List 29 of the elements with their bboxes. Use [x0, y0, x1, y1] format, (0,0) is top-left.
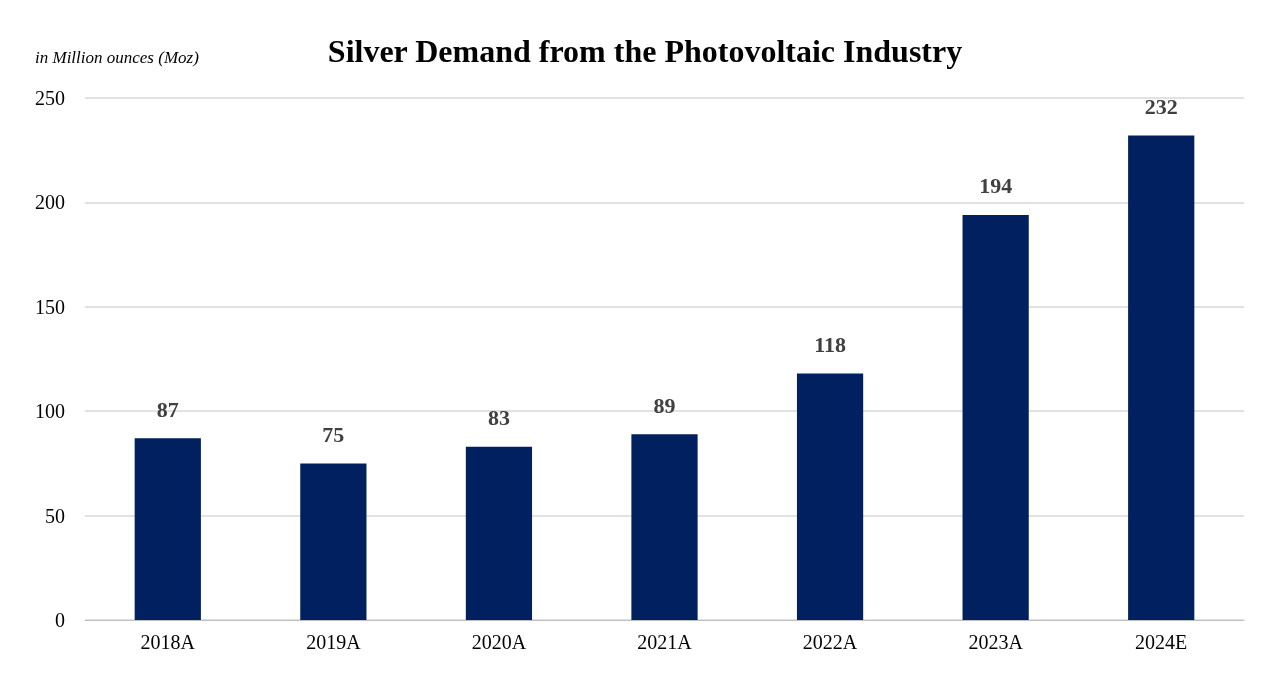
y-axis-title: in Million ounces (Moz)	[35, 48, 200, 67]
bar	[962, 214, 1029, 620]
x-tick-label: 2024E	[1135, 631, 1188, 653]
data-label: 118	[814, 332, 846, 358]
bar	[796, 373, 864, 620]
y-tick-label: 150	[35, 295, 65, 318]
data-label: 194	[979, 173, 1013, 199]
data-label: 89	[653, 392, 676, 418]
data-label: 87	[156, 396, 179, 422]
x-tick-label: 2018A	[140, 631, 196, 653]
x-tick-label: 2020A	[471, 631, 527, 653]
bar	[1128, 135, 1195, 620]
x-tick-label: 2023A	[968, 631, 1024, 653]
x-tick-label: 2022A	[802, 631, 858, 653]
x-tick-label: 2021A	[637, 631, 693, 653]
y-tick-label: 250	[35, 87, 65, 109]
data-label: 232	[1144, 94, 1178, 120]
y-tick-label: 100	[35, 400, 65, 423]
y-tick-label: 0	[55, 609, 65, 631]
data-label: 75	[322, 421, 345, 447]
data-label: 83	[487, 405, 510, 431]
bar	[300, 463, 367, 620]
chart-title: Silver Demand from the Photovoltaic Industry	[327, 33, 963, 69]
y-tick-label: 50	[45, 504, 65, 527]
bar	[465, 446, 533, 620]
bar	[631, 434, 698, 620]
y-tick-label: 200	[35, 191, 65, 214]
bar	[134, 438, 201, 620]
x-tick-label: 2019A	[306, 631, 362, 653]
